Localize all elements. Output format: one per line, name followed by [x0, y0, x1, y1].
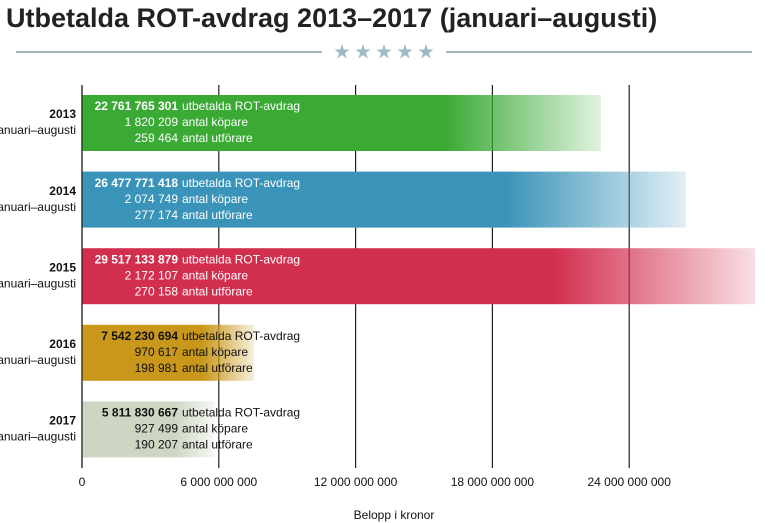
contractors-label-suffix: antal utförare	[182, 284, 253, 298]
buyers-label-suffix: antal köpare	[182, 268, 248, 282]
buyers-label-suffix: antal köpare	[182, 115, 248, 129]
value-label-suffix: utbetalda ROT-avdrag	[182, 252, 300, 266]
bar	[82, 401, 215, 458]
bar	[82, 171, 686, 228]
bar	[82, 324, 254, 381]
buyers-label-suffix: antal köpare	[182, 192, 248, 206]
x-tick-label: 24 000 000 000	[587, 475, 671, 489]
contractors-label-suffix: antal utförare	[182, 208, 253, 222]
buyers-label: 2 172 107	[125, 268, 179, 282]
buyers-label: 970 617	[135, 345, 179, 359]
value-label: 5 811 830 667	[102, 406, 178, 420]
category-sublabel: januari–augusti	[0, 123, 76, 137]
contractors-label-suffix: antal utförare	[182, 438, 253, 452]
x-tick-label: 0	[79, 475, 86, 489]
contractors-label: 270 158	[135, 284, 179, 298]
value-label-suffix: utbetalda ROT-avdrag	[182, 406, 300, 420]
buyers-label: 1 820 209	[125, 115, 179, 129]
value-label-suffix: utbetalda ROT-avdrag	[182, 99, 300, 113]
buyers-label: 2 074 749	[125, 192, 179, 206]
chart-title: Utbetalda ROT-avdrag 2013–2017 (januari–…	[6, 3, 657, 33]
bar	[82, 248, 755, 305]
category-label: 2013	[49, 107, 76, 121]
title-divider	[16, 44, 752, 59]
bar	[82, 95, 601, 151]
category-label: 2016	[49, 337, 76, 351]
category-label: 2014	[49, 184, 76, 198]
buyers-label-suffix: antal köpare	[182, 345, 248, 359]
x-axis-title: Belopp i kronor	[354, 508, 435, 522]
buyers-label-suffix: antal köpare	[182, 422, 248, 436]
category-sublabel: januari–augusti	[0, 276, 76, 290]
contractors-label: 190 207	[135, 438, 179, 452]
category-label: 2017	[49, 414, 76, 428]
value-label: 7 542 230 694	[101, 329, 178, 343]
category-label: 2015	[49, 260, 76, 274]
contractors-label-suffix: antal utförare	[182, 131, 253, 145]
contractors-label: 259 464	[135, 131, 179, 145]
contractors-label-suffix: antal utförare	[182, 361, 253, 375]
x-tick-label: 6 000 000 000	[180, 475, 257, 489]
value-label-suffix: utbetalda ROT-avdrag	[182, 329, 300, 343]
contractors-label: 198 981	[135, 361, 179, 375]
x-tick-label: 12 000 000 000	[314, 475, 398, 489]
contractors-label: 277 174	[135, 208, 179, 222]
value-label: 22 761 765 301	[95, 99, 179, 113]
category-sublabel: januari–augusti	[0, 200, 76, 214]
value-label: 26 477 771 418	[95, 176, 179, 190]
x-tick-label: 18 000 000 000	[451, 475, 535, 489]
value-label-suffix: utbetalda ROT-avdrag	[182, 176, 300, 190]
category-sublabel: januari–augusti	[0, 430, 76, 444]
buyers-label: 927 499	[135, 422, 179, 436]
value-label: 29 517 133 879	[95, 252, 179, 266]
category-sublabel: januari–augusti	[0, 353, 76, 367]
